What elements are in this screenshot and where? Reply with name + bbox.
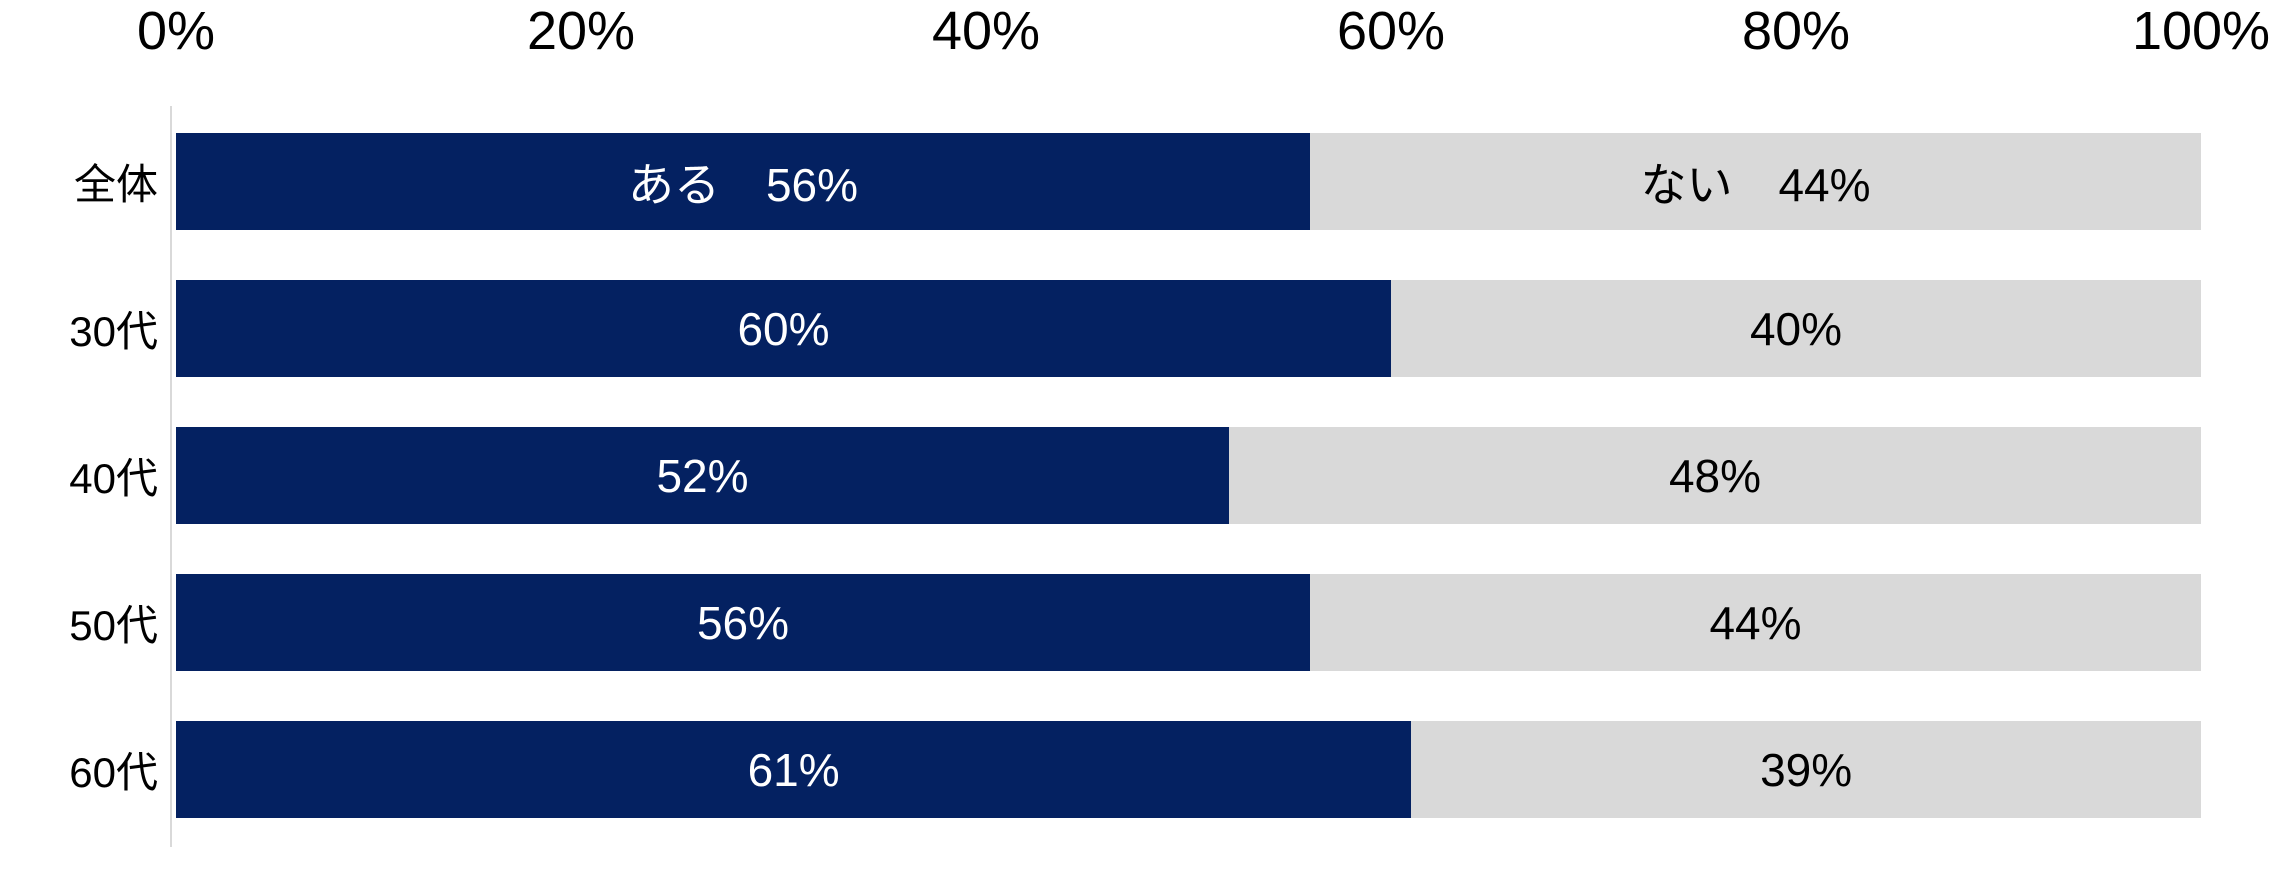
category-label-3: 40代 [69,455,158,502]
category-label-1: 全体 [73,161,158,208]
bar-segment-label: ない 44% [1640,158,1871,211]
bar-segment-ある-1: ある 56% [176,133,1310,230]
bar-row-4: 56% 44% [176,574,2201,671]
x-axis-tick-60: 60% [1336,1,1446,61]
bar-segment-ある-5: 61% [176,721,1412,818]
category-label-4: 50代 [69,602,158,649]
x-axis-tick-40: 40% [931,1,1041,61]
bar-segment-ある-2: 60% [176,280,1391,377]
x-axis-tick-20: 20% [526,1,636,61]
bar-segment-ない-2: 40% [1391,280,2201,377]
bar-segment-ない-3: 48% [1229,427,2201,524]
bar-segment-label: ある 56% [627,158,859,211]
bar-segment-ある-4: 56% [176,574,1310,671]
bar-row-3: 52% 48% [176,427,2201,524]
bar-segment-label: 39% [1760,743,1853,796]
x-axis-tick-80: 80% [1741,1,1851,61]
x-axis-tick-0: 0% [136,1,216,61]
bar-segment-label: 61% [747,743,840,796]
bar-segment-label: 60% [737,302,830,355]
bar-segment-ある-3: 52% [176,427,1229,524]
bar-segment-label: 48% [1668,449,1762,502]
bar-segment-ない-4: 44% [1310,574,2201,671]
bar-segment-label: 52% [656,449,749,502]
bar-row-5: 61% 39% [176,721,2201,818]
category-label-2: 30代 [69,308,158,355]
bar-segment-label: 40% [1749,302,1843,355]
x-axis-tick-100: 100% [2131,1,2271,61]
y-axis-line [170,106,172,847]
bar-segment-ない-1: ない 44% [1310,133,2201,230]
bar-row-1: ある 56% ない 44% [176,133,2201,230]
bar-row-2: 60% 40% [176,280,2201,377]
bar-segment-ない-5: 39% [1411,721,2201,818]
bar-segment-label: 44% [1709,596,1802,649]
bar-segment-label: 56% [696,596,790,649]
category-label-5: 60代 [69,749,158,796]
